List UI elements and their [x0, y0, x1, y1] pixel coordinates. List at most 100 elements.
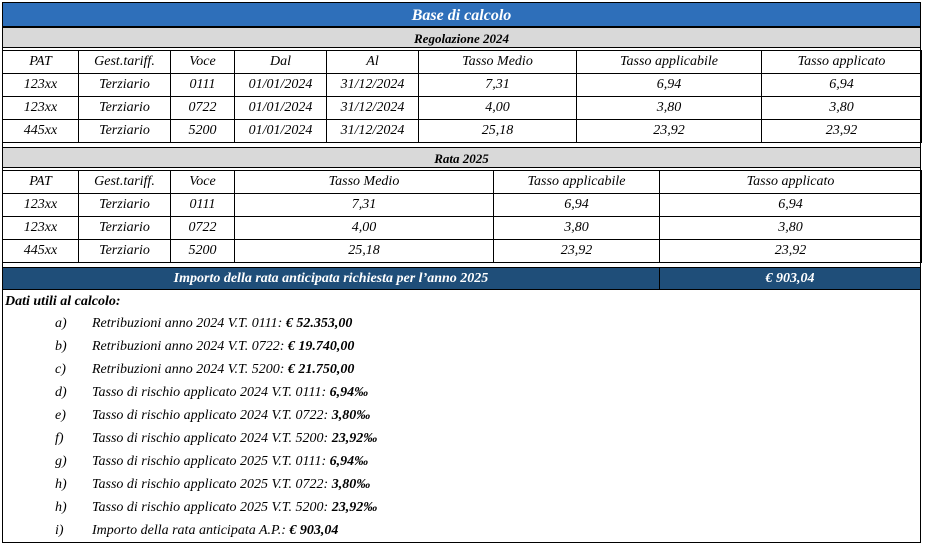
list-item-text: Importo della rata anticipata A.P.: € 90… — [92, 520, 338, 542]
list-item-text: Retribuzioni anno 2024 V.T. 0722: € 19.7… — [92, 336, 354, 358]
list-item-label: Tasso di rischio applicato 2024 V.T. 011… — [92, 385, 330, 400]
list-item-label: Tasso di rischio applicato 2025 V.T. 520… — [92, 500, 332, 515]
list-item-letter: b) — [55, 339, 67, 354]
rata-cell: 25,18 — [234, 239, 494, 263]
list-item-label: Retribuzioni anno 2024 V.T. 0722: — [92, 339, 288, 354]
list-item-letter: f) — [55, 431, 64, 446]
list-item-letter: d) — [55, 385, 67, 400]
regolazione-cell: 3,80 — [761, 96, 922, 120]
rata-cell: 445xx — [2, 239, 79, 263]
rata-cell: 7,31 — [234, 193, 494, 217]
list-item-label: Importo della rata anticipata A.P.: — [92, 523, 290, 538]
rata-cell: Terziario — [78, 193, 171, 217]
list-item-label: Tasso di rischio applicato 2025 V.T. 072… — [92, 477, 332, 492]
list-item-letter: e) — [55, 408, 66, 423]
regolazione-cell: 25,18 — [418, 119, 577, 143]
list-item-value: € 52.353,00 — [285, 316, 353, 331]
list-item-text: Retribuzioni anno 2024 V.T. 0111: € 52.3… — [92, 313, 352, 335]
regolazione-header-row: PAT Gest.tariff. Voce Dal Al Tasso Medio Tasso… — [2, 50, 922, 74]
regolazione-cell: Terziario — [78, 119, 171, 143]
list-item-value: 23,92‰ — [331, 500, 378, 515]
rata-header-row: PAT Gest.tariff. Voce Tasso Medio Tasso appl… — [2, 170, 922, 194]
regolazione-header-cell: Tasso applicabile — [576, 50, 762, 74]
list-item-value: € 21.750,00 — [287, 362, 355, 377]
table-row: 123xx Terziario 0722 4,00 3,80 3,80 — [2, 216, 922, 240]
rata-cell: 23,92 — [659, 239, 922, 263]
table-row: 123xx Terziario 0111 01/01/2024 31/12/2024 7,… — [2, 73, 922, 97]
regolazione-cell: 23,92 — [761, 119, 922, 143]
list-item-letter: c) — [55, 362, 66, 377]
rata-cell: 3,80 — [493, 216, 660, 240]
regolazione-cell: 31/12/2024 — [326, 96, 419, 120]
table-row: 123xx Terziario 0111 7,31 6,94 6,94 — [2, 193, 922, 217]
section-title-regolazione: Regolazione 2024 — [2, 27, 921, 48]
regolazione-cell: 6,94 — [576, 73, 762, 97]
regolazione-cell: 31/12/2024 — [326, 119, 419, 143]
rata-cell: 0111 — [170, 193, 235, 217]
regolazione-cell: 7,31 — [418, 73, 577, 97]
rata-cell: 123xx — [2, 193, 79, 217]
list-item-letter: h) — [55, 500, 67, 515]
list-item-text: Tasso di rischio applicato 2024 V.T. 072… — [92, 405, 370, 427]
regolazione-cell: 123xx — [2, 73, 79, 97]
list-item-value: 3,80‰ — [331, 477, 371, 492]
list-item-text: Tasso di rischio applicato 2024 V.T. 011… — [92, 382, 368, 404]
rata-cell: Terziario — [78, 239, 171, 263]
regolazione-cell: 23,92 — [576, 119, 762, 143]
list-item-value: 23,92‰ — [331, 431, 378, 446]
list-item-letter: h) — [55, 477, 67, 492]
regolazione-cell: 123xx — [2, 96, 79, 120]
table-row: 445xx Terziario 5200 01/01/2024 31/12/2024 25… — [2, 119, 922, 143]
rata-header-cell: Tasso Medio — [234, 170, 494, 194]
list-item-value: 6,94‰ — [329, 454, 369, 469]
list-item-text: Tasso di rischio applicato 2025 V.T. 520… — [92, 497, 377, 519]
regolazione-cell: 01/01/2024 — [234, 119, 327, 143]
regolazione-header-cell: Tasso Medio — [418, 50, 577, 74]
regolazione-cell: 445xx — [2, 119, 79, 143]
list-item-label: Retribuzioni anno 2024 V.T. 0111: — [92, 316, 286, 331]
regolazione-header-cell: Gest.tariff. — [78, 50, 171, 74]
list-item-text: Tasso di rischio applicato 2025 V.T. 011… — [92, 451, 368, 473]
rata-table: PAT Gest.tariff. Voce Tasso Medio Tasso appl… — [2, 170, 922, 263]
regolazione-header-cell: Tasso applicato — [761, 50, 922, 74]
total-row: Importo della rata anticipata richiesta … — [2, 267, 921, 290]
regolazione-cell: 5200 — [170, 119, 235, 143]
rata-cell: 23,92 — [493, 239, 660, 263]
regolazione-header-cell: PAT — [2, 50, 79, 74]
page-title: Base di calcolo — [2, 2, 921, 27]
list-item-text: Retribuzioni anno 2024 V.T. 5200: € 21.7… — [92, 359, 354, 381]
list-item-letter: i) — [55, 523, 64, 538]
regolazione-cell: 4,00 — [418, 96, 577, 120]
rata-cell: 5200 — [170, 239, 235, 263]
list-item-value: € 19.740,00 — [287, 339, 355, 354]
regolazione-header-cell: Voce — [170, 50, 235, 74]
regolazione-table: PAT Gest.tariff. Voce Dal Al Tasso Medio Tasso… — [2, 50, 922, 143]
rata-cell: 0722 — [170, 216, 235, 240]
section-title-rata: Rata 2025 — [2, 147, 921, 168]
list-item-label: Tasso di rischio applicato 2024 V.T. 520… — [92, 431, 332, 446]
list-item-text: Tasso di rischio applicato 2024 V.T. 520… — [92, 428, 377, 450]
list-item-label: Tasso di rischio applicato 2024 V.T. 072… — [92, 408, 332, 423]
regolazione-cell: Terziario — [78, 73, 171, 97]
notes-title: Dati utili al calcolo: — [5, 294, 121, 309]
regolazione-cell: 0111 — [170, 73, 235, 97]
list-item-text: Tasso di rischio applicato 2025 V.T. 072… — [92, 474, 370, 496]
rata-header-cell: Tasso applicabile — [493, 170, 660, 194]
list-item-letter: a) — [55, 316, 67, 331]
regolazione-cell: 6,94 — [761, 73, 922, 97]
rata-cell: 6,94 — [659, 193, 922, 217]
list-item-value: 3,80‰ — [331, 408, 371, 423]
regolazione-cell: 01/01/2024 — [234, 96, 327, 120]
rata-cell: Terziario — [78, 216, 171, 240]
regolazione-cell: 3,80 — [576, 96, 762, 120]
rata-header-cell: Tasso applicato — [659, 170, 922, 194]
list-item-letter: g) — [55, 454, 67, 469]
regolazione-header-cell: Dal — [234, 50, 327, 74]
list-item-value: 6,94‰ — [329, 385, 369, 400]
regolazione-cell: 31/12/2024 — [326, 73, 419, 97]
table-row: 445xx Terziario 5200 25,18 23,92 23,92 — [2, 239, 922, 263]
rata-cell: 4,00 — [234, 216, 494, 240]
total-value: € 903,04 — [765, 271, 815, 286]
rata-cell: 3,80 — [659, 216, 922, 240]
rata-header-cell: Voce — [170, 170, 235, 194]
